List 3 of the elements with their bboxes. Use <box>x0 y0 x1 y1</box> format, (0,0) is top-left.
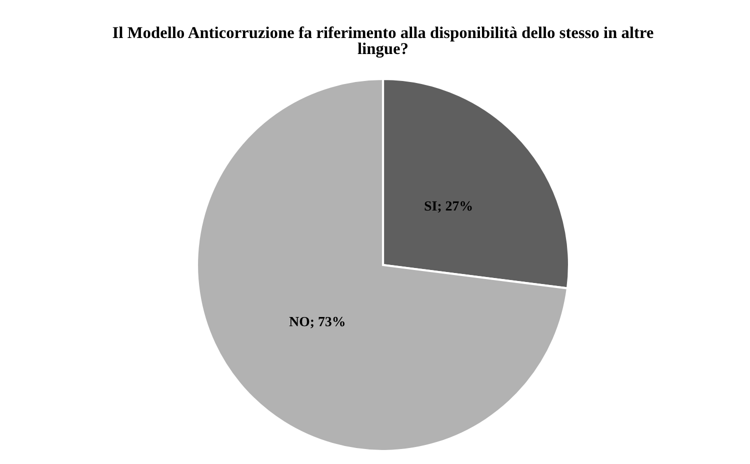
chart-title: Il Modello Anticorruzione fa riferimento alla disponibilità dello stesso in altre lingue? <box>112 26 654 58</box>
slice-label: NO; 73% <box>289 316 344 328</box>
slice-label: SI; 27% <box>424 201 472 213</box>
